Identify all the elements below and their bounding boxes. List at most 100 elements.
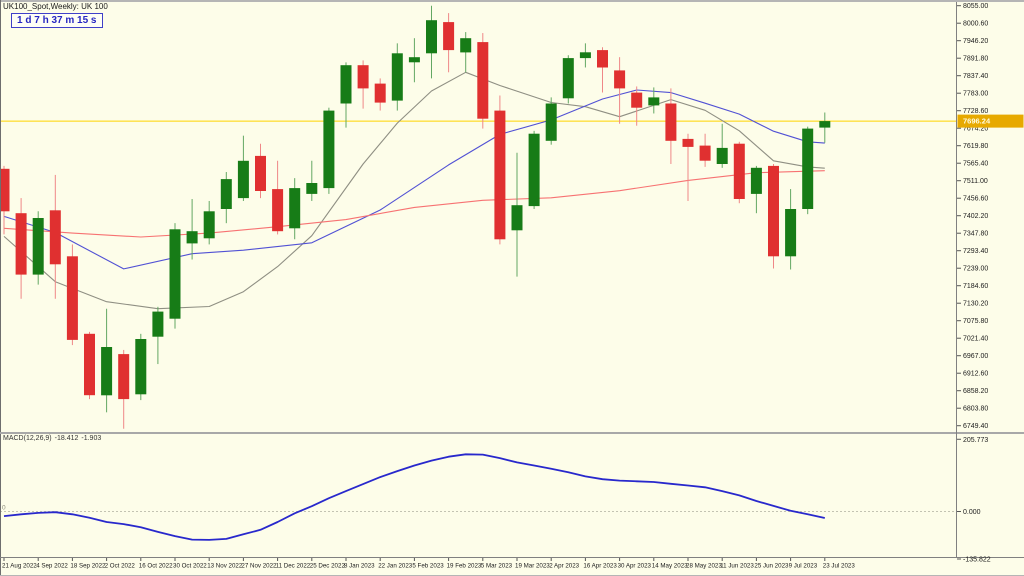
time-tick-label: 5 Feb 2023 [412, 563, 444, 570]
bull-candle-body [819, 121, 831, 128]
price-tick-label: 7347.80 [963, 231, 988, 238]
macd-pane[interactable]: 0 [0, 453, 956, 541]
macd-indicator-label: MACD(12,26,9) -18.412 -1.903 [3, 435, 104, 442]
price-tick-label: 7891.80 [963, 56, 988, 63]
candle [682, 133, 694, 201]
candle [84, 331, 95, 400]
time-tick-label: 13 Nov 2022 [207, 563, 243, 570]
time-tick-label: 9 Jul 2023 [789, 563, 818, 570]
bull-candle-body [545, 103, 557, 141]
candle [426, 5, 437, 79]
price-tick-label: 6803.80 [963, 406, 988, 413]
candle [203, 200, 215, 245]
time-tick-label: 28 May 2023 [686, 563, 722, 570]
price-tick-label: 6858.20 [963, 388, 988, 395]
bull-candle-body [579, 52, 591, 59]
ma-mid-line [3, 89, 825, 270]
macd-tick-label: 205.773 [963, 437, 988, 444]
candle [391, 43, 403, 111]
price-tick-label: 8055.00 [963, 3, 988, 10]
time-tick-label: 8 Jan 2023 [344, 563, 375, 570]
price-tick-label: 7674.20 [963, 126, 988, 133]
time-tick-label: 11 Jun 2023 [720, 563, 754, 570]
bull-candle-body [203, 211, 215, 239]
time-tick-label: 2 Apr 2023 [549, 563, 579, 570]
price-tick-label: 7837.40 [963, 73, 988, 80]
candle [716, 123, 728, 168]
candle [460, 32, 472, 73]
ma-slow-line [3, 170, 825, 238]
bull-candle-body [802, 128, 814, 209]
time-tick-label: 19 Feb 2023 [447, 563, 482, 570]
bear-candle-body [118, 354, 130, 400]
time-tick-label: 22 Jan 2023 [378, 563, 413, 570]
bull-candle-body [648, 97, 660, 106]
time-tick-label: 23 Jul 2023 [823, 563, 856, 570]
time-tick-label: 18 Sep 2022 [70, 563, 106, 570]
candle [614, 57, 626, 124]
candle [545, 97, 557, 145]
bull-candle-body [426, 20, 437, 54]
bull-candle-body [391, 53, 403, 101]
candle [477, 33, 489, 129]
bull-candle-body [237, 160, 249, 199]
bear-candle-body [733, 143, 745, 199]
price-tick-label: 7239.00 [963, 266, 988, 273]
candle [15, 198, 27, 299]
macd-main-value: -18.412 [54, 435, 79, 442]
bull-candle-body [152, 311, 164, 337]
bull-candle-body [32, 218, 44, 275]
moving-averages-layer [3, 71, 825, 310]
bull-candle-body [511, 205, 523, 231]
current-price-tag-label: 7696.24 [963, 117, 991, 126]
price-tick-label: 7619.80 [963, 143, 988, 150]
candle [768, 163, 779, 269]
bear-candle-body [665, 103, 677, 141]
candle [220, 172, 232, 224]
bear-candle-body [49, 210, 61, 265]
price-tick-label: 7783.00 [963, 91, 988, 98]
candle [152, 306, 164, 365]
bull-candle-body [460, 38, 472, 53]
bear-candle-body [768, 165, 779, 257]
candle [135, 333, 147, 401]
time-tick-label: 16 Oct 2022 [139, 563, 173, 570]
bear-candle-body [0, 168, 10, 212]
candle-countdown-timer: 1 d 7 h 37 m 15 s [11, 13, 103, 28]
candle [648, 87, 660, 114]
time-tick-label: 2 Oct 2022 [105, 563, 136, 570]
price-axis[interactable]: 8055.00 8000.60 7946.20 7891.80 7837.40 7783.… [957, 3, 1024, 564]
time-tick-label: 16 Apr 2023 [583, 563, 617, 570]
price-tick-label: 7402.20 [963, 213, 988, 220]
bear-candle-body [477, 42, 489, 119]
candle [323, 107, 335, 194]
bull-candle-body [408, 57, 420, 63]
candle [494, 95, 506, 245]
time-tick-label: 5 Mar 2023 [481, 563, 513, 570]
bull-candle-body [101, 347, 113, 396]
bear-candle-body [255, 155, 266, 191]
bear-candle-body [84, 333, 95, 396]
time-tick-label: 11 Dec 2022 [276, 563, 311, 570]
bull-candle-body [323, 110, 335, 189]
time-tick-label: 21 Aug 2022 [2, 563, 37, 570]
time-axis[interactable]: 21 Aug 2022 4 Sep 2022 18 Sep 2022 2 Oct 20… [2, 558, 855, 570]
price-tick-label: 7511.00 [963, 178, 988, 185]
macd-main-line [3, 453, 825, 541]
bull-candle-body [750, 167, 762, 194]
candle [289, 178, 301, 240]
candle [357, 60, 369, 109]
candle [750, 165, 762, 214]
candle [306, 160, 318, 201]
candle [118, 349, 130, 429]
price-tick-label: 6967.00 [963, 353, 988, 360]
time-tick-label: 27 Nov 2022 [241, 563, 277, 570]
candle [733, 141, 745, 204]
bull-candle-body [528, 133, 540, 207]
bull-candle-body [289, 188, 301, 229]
symbol-title: UK100_Spot,Weekly: UK 100 [3, 2, 108, 11]
bear-candle-body [614, 70, 626, 89]
macd-signal-value: -1.903 [81, 435, 102, 442]
bear-candle-body [272, 189, 284, 232]
